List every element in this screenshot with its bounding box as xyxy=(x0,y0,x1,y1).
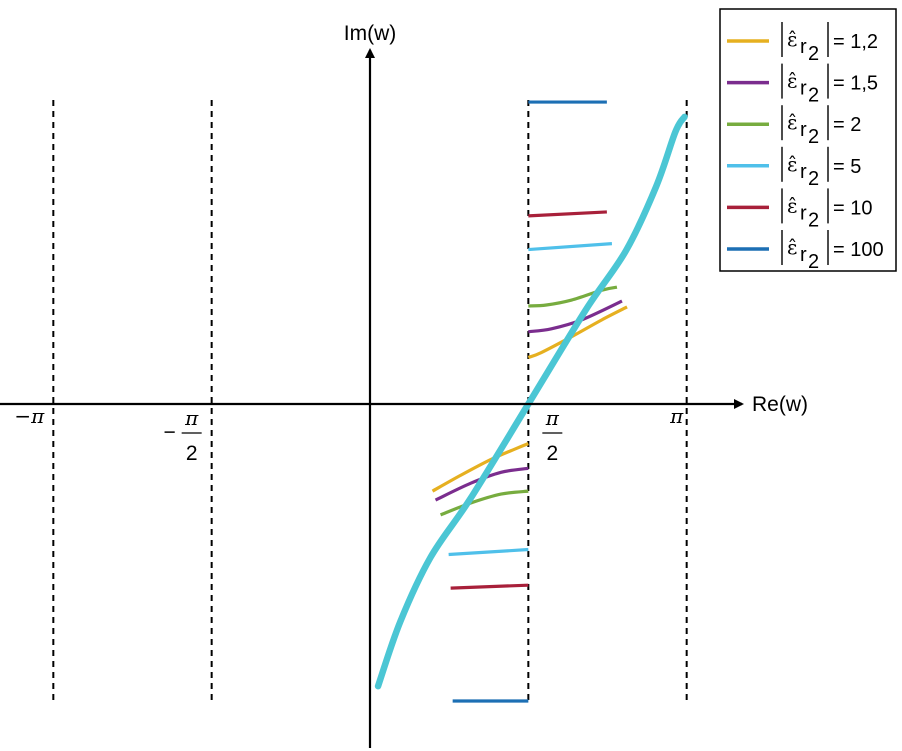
legend: ε̂ r 2= 1,2ε̂ r 2= 1,5ε̂ r 2= 2ε̂ r 2= 5ε̂ r 2= 10… xyxy=(719,8,897,273)
legend-entry-2: ε̂ r 2 = 2 xyxy=(727,105,861,148)
y-axis-label: Im(w) xyxy=(344,22,396,45)
legend-subscript: r xyxy=(800,78,807,100)
legend-subsubscript: 2 xyxy=(808,43,819,65)
legend-label: = 10 xyxy=(833,197,872,219)
legend-entry-4: ε̂ r 2 = 10 xyxy=(727,188,872,231)
axes: Re(w) Im(w) xyxy=(0,22,808,748)
legend-subsubscript: 2 xyxy=(808,251,819,273)
series-1-upper-line xyxy=(528,299,623,334)
legend-entry-5: ε̂ r 2 = 100 xyxy=(727,230,884,273)
legend-symbol: ε̂ xyxy=(787,152,797,176)
series-2-lower-line xyxy=(439,489,529,517)
legend-subsubscript: 2 xyxy=(808,168,819,190)
x-tick-denominator: 2 xyxy=(546,442,558,465)
legend-symbol: ε̂ xyxy=(787,69,797,93)
legend-symbol: ε̂ xyxy=(787,235,797,259)
x-tick-numerator: π xyxy=(184,406,199,430)
legend-subscript: r xyxy=(800,119,807,141)
x-tick-labels: −π π2−π2π xyxy=(14,404,684,465)
legend-subscript: r xyxy=(800,36,807,58)
legend-entry-1: ε̂ r 2 = 1,5 xyxy=(727,63,878,107)
x-tick-label-1: π 2− xyxy=(164,406,202,465)
main-curve-layer xyxy=(374,113,688,690)
legend-symbol: ε̂ xyxy=(787,193,797,217)
x-tick-numerator: π xyxy=(545,406,560,430)
x-tick-label-2: π2 xyxy=(542,406,563,465)
legend-subscript: r xyxy=(800,202,807,224)
legend-box xyxy=(719,8,897,272)
legend-subsubscript: 2 xyxy=(808,85,819,107)
series-0-upper-line xyxy=(527,305,628,359)
x-tick-text: −π xyxy=(14,404,45,428)
series-4-lower-line xyxy=(450,583,529,590)
legend-subsubscript: 2 xyxy=(808,126,819,148)
legend-entry-0: ε̂ r 2 = 1,2 xyxy=(727,22,878,65)
x-tick-label-0: −π xyxy=(14,404,45,428)
series-lines xyxy=(431,100,628,703)
x-tick-sign: − xyxy=(164,421,176,444)
x-tick-text: π xyxy=(669,404,684,428)
series-2-upper-line xyxy=(528,285,618,308)
legend-label: = 2 xyxy=(833,114,861,136)
legend-label: = 1,2 xyxy=(833,31,878,53)
legend-symbol: ε̂ xyxy=(787,27,797,51)
legend-label: = 5 xyxy=(833,156,861,178)
legend-entry-3: ε̂ r 2 = 5 xyxy=(727,146,861,190)
legend-subsubscript: 2 xyxy=(808,209,819,231)
main-curve-line xyxy=(374,113,688,690)
legend-subscript: r xyxy=(800,161,807,183)
legend-subscript: r xyxy=(800,244,807,266)
legend-label: = 1,5 xyxy=(833,73,878,95)
x-tick-label-3: π xyxy=(669,404,684,428)
series-3-lower-line xyxy=(448,547,529,557)
x-axis-label: Re(w) xyxy=(752,393,808,416)
series-4-upper-line xyxy=(528,210,607,218)
series-3-upper-line xyxy=(528,242,613,252)
legend-symbol: ε̂ xyxy=(787,110,797,134)
legend-label: = 100 xyxy=(833,239,884,261)
x-tick-denominator: 2 xyxy=(186,442,198,465)
